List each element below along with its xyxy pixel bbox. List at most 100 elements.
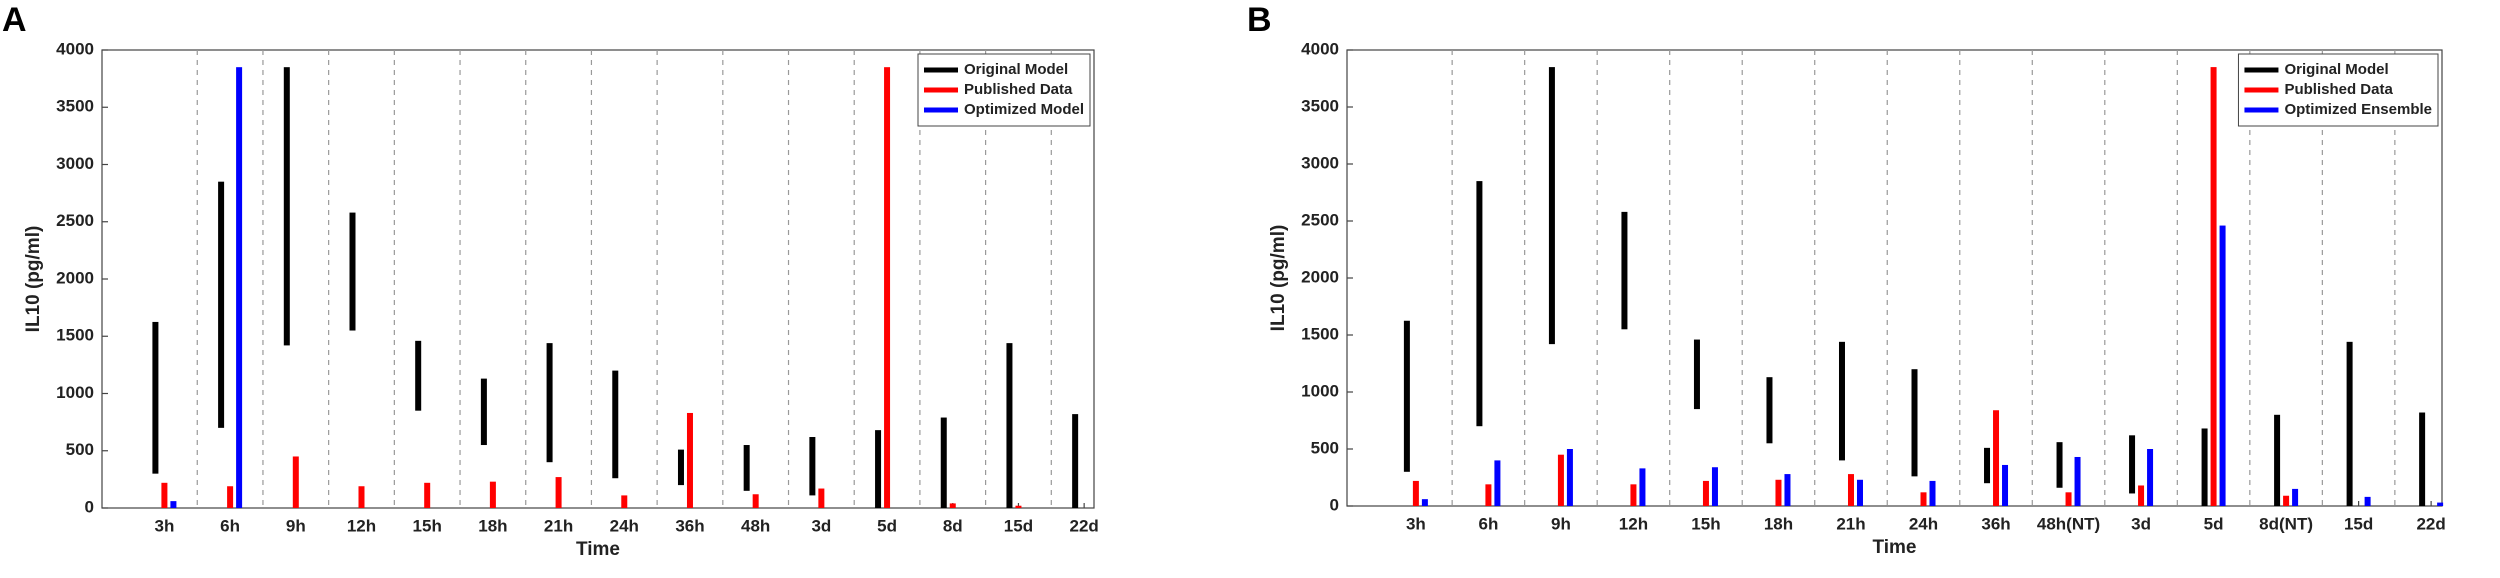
y-tick-label: 0 [1330,495,1339,514]
bar [1630,484,1637,506]
y-axis-label: IL10 (pg/ml) [23,226,44,333]
y-tick-label: 2000 [56,268,94,287]
bar [818,488,825,508]
bar [752,494,759,508]
range-bar [480,378,487,446]
bar [2138,485,2145,506]
legend-label: Original Model [2284,61,2388,78]
x-axis-label: Time [576,539,620,560]
x-tick-label: 22d [1069,516,1098,535]
range-bar [1476,181,1483,427]
bar [555,477,562,508]
x-tick-label: 15h [413,516,442,535]
range-bar [546,343,553,463]
bar [2147,449,2154,506]
bar [1920,492,1927,506]
x-tick-label: 21h [1836,514,1865,533]
y-tick-label: 0 [85,497,94,516]
bar [2065,492,2072,506]
x-tick-label: 18h [1764,514,1793,533]
bar [1929,480,1936,506]
bar [489,481,496,508]
y-tick-label: 2500 [56,211,94,230]
bar [1856,479,1863,506]
bar [227,486,234,508]
range-bar [2419,412,2426,506]
y-tick-label: 3500 [56,97,94,116]
bar [1412,480,1419,506]
legend-label: Optimized Ensemble [2284,101,2432,118]
x-tick-label: 22d [2416,514,2445,533]
bar [884,67,891,509]
y-tick-label: 500 [1311,438,1339,457]
x-tick-label: 15d [1004,516,1033,535]
bar [1702,480,1709,506]
bar [949,503,956,508]
range-bar [1072,414,1079,508]
legend-label: Published Data [964,81,1073,98]
x-tick-label: 21h [544,516,573,535]
panel: 0 500 1000 1500 2000 2500 3000 3500 4000 3h 6h 9h 12… [2,1,1099,560]
bar [1421,499,1428,506]
y-axis-label: IL10 (pg/ml) [1268,225,1289,332]
bar [2283,495,2290,506]
panel: 0 500 1000 1500 2000 2500 3000 3500 4000 3h 6h 9h 12… [1247,1,2446,558]
panel-label: B [1247,1,1272,39]
bar [2364,496,2371,506]
y-tick-label: 1500 [1301,324,1339,343]
panel-label: A [2,1,27,39]
x-tick-label: 48h(NT) [2037,514,2100,533]
range-bar [2346,341,2353,506]
range-bar [2274,414,2281,506]
legend: Original Model Published Data Optimized Mo… [917,53,1091,127]
x-tick-label: 24h [610,516,639,535]
x-tick-label: 6h [220,516,240,535]
x-tick-label: 6h [1478,514,1498,533]
range-bar [940,417,947,508]
bar [2219,225,2226,506]
y-tick-label: 1000 [1301,381,1339,400]
y-tick-label: 3000 [1301,153,1339,172]
x-tick-label: 15h [1691,514,1720,533]
bar [1639,468,1646,506]
y-tick-label: 4000 [56,39,94,58]
range-bar [743,445,750,491]
range-bar [2056,442,2063,488]
bar [1993,410,2000,506]
range-bar [677,449,684,486]
range-bar [875,430,882,508]
bar [2074,456,2081,506]
x-tick-label: 3d [811,516,831,535]
range-bar [612,370,619,479]
x-tick-label: 3d [2131,514,2151,533]
x-tick-label: 3h [1406,514,1426,533]
x-tick-label: 36h [675,516,704,535]
range-bar [1838,341,1845,461]
legend-label: Published Data [2284,81,2393,98]
range-bar [1548,67,1555,345]
y-tick-label: 4000 [1301,39,1339,58]
bar [424,482,431,508]
x-tick-label: 15d [2344,514,2373,533]
bar [1847,474,1854,506]
bar [1775,479,1782,506]
range-bar [349,212,356,331]
bar [1557,454,1564,506]
y-tick-label: 1500 [56,326,94,345]
bar [2437,502,2444,506]
range-bar [1766,377,1773,444]
range-bar [152,321,159,474]
x-tick-label: 5d [877,516,897,535]
x-tick-label: 8d [943,516,963,535]
legend-label: Optimized Model [964,101,1084,118]
x-tick-label: 9h [286,516,306,535]
x-tick-label: 12h [1619,514,1648,533]
bar [1494,460,1501,506]
x-tick-label: 12h [347,516,376,535]
x-tick-label: 9h [1551,514,1571,533]
x-tick-label: 18h [478,516,507,535]
x-axis-label: Time [1872,537,1916,558]
bar [1485,484,1492,506]
y-tick-label: 1000 [56,383,94,402]
